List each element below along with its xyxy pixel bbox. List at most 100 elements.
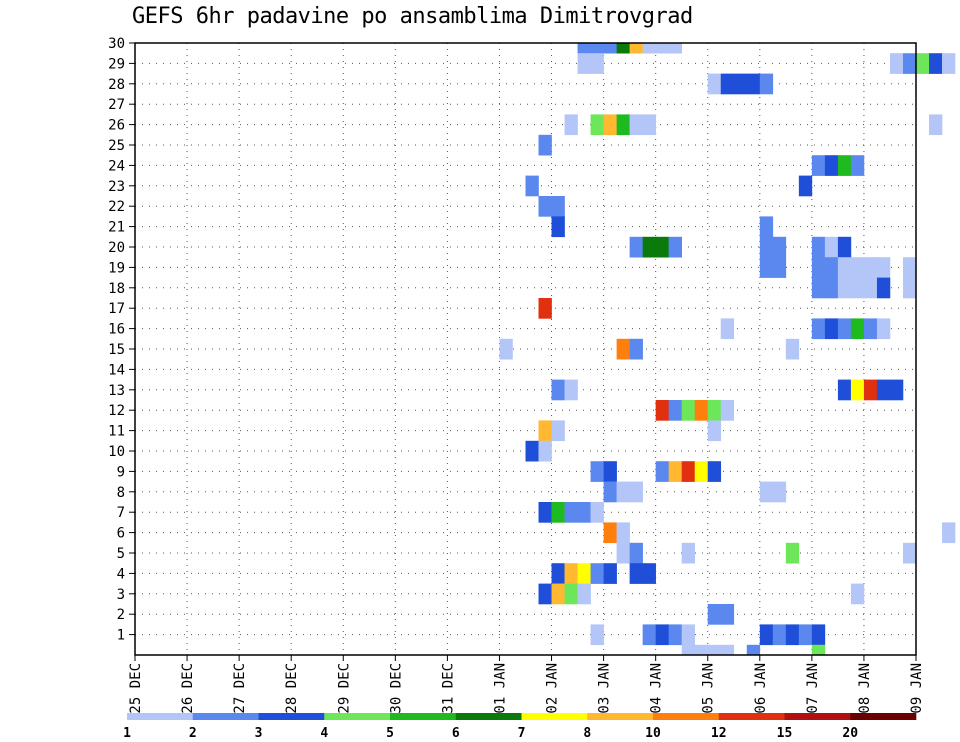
heatmap-cell [551, 420, 565, 442]
legend-swatch [718, 713, 785, 720]
heatmap-cell [850, 583, 865, 605]
heatmap-cell [772, 236, 787, 258]
y-tick-label: 8 [117, 485, 125, 501]
chart-title: GEFS 6hr padavine po ansamblima Dimitrov… [132, 4, 693, 29]
heatmap-cell [603, 461, 617, 482]
heatmap-cell [499, 338, 513, 360]
heatmap-cell [525, 175, 539, 197]
legend-label: 10 [645, 726, 661, 741]
heatmap-cell [577, 43, 591, 54]
heatmap-cell [616, 542, 630, 564]
heatmap-cell [629, 338, 643, 360]
heatmap-cell [629, 114, 643, 136]
heatmap-cell [929, 114, 943, 136]
heatmap-cell [707, 73, 722, 95]
heatmap-cell [577, 53, 591, 74]
heatmap-cell [629, 481, 643, 503]
heatmap-cell [642, 43, 656, 54]
heatmap-cell [811, 257, 826, 278]
heatmap-cell [590, 461, 604, 482]
heatmap-cell [772, 624, 787, 646]
legend-label: 8 [583, 726, 591, 741]
x-tick-label: 06 JAN [753, 663, 769, 714]
heatmap-cell [694, 400, 709, 421]
heatmap-cell [824, 155, 839, 176]
heatmap-cell [551, 583, 565, 605]
heatmap-cell [603, 481, 617, 503]
heatmap-cell [629, 542, 643, 564]
color-legend: 1 2 3 4 5 6 7 8 10 12 15 20 [123, 713, 917, 741]
heatmap-cell [603, 563, 617, 584]
heatmap-cell [863, 318, 878, 340]
x-tick-label: 25 DEC [128, 663, 144, 714]
heatmap-cell [850, 257, 865, 278]
y-tick-label: 30 [108, 36, 125, 52]
heatmap-cell [876, 318, 891, 340]
heatmap-cell [655, 236, 669, 258]
heatmap-cell [759, 624, 774, 646]
heatmap-cell [746, 644, 761, 656]
heatmap-cell [629, 43, 643, 54]
heatmap-cell [876, 277, 891, 299]
heatmap-cell [525, 440, 539, 462]
heatmap-cell [642, 236, 656, 258]
x-tick-label: 04 JAN [649, 663, 665, 714]
x-tick-label: 05 JAN [701, 663, 717, 714]
x-tick-label: 08 JAN [857, 663, 873, 714]
heatmap-cell [759, 73, 774, 95]
legend-label: 7 [518, 726, 526, 741]
heatmap-cell [655, 461, 669, 482]
heatmap-cell [616, 114, 630, 136]
heatmap-cell [759, 216, 774, 238]
heatmap-cell [655, 43, 669, 54]
legend-swatch [653, 713, 720, 720]
heatmap-cell [616, 338, 630, 360]
heatmap-cell [759, 236, 774, 258]
heatmap-cell [616, 481, 630, 503]
heatmap-cell [655, 624, 669, 646]
heatmap-cell [929, 53, 943, 74]
x-tick-label: 31 DEC [440, 663, 456, 714]
legend-label: 12 [711, 726, 727, 741]
heatmap-cell [863, 379, 878, 401]
heatmap-cell [824, 277, 839, 299]
heatmap-cell [759, 481, 774, 503]
y-tick-label: 12 [108, 403, 125, 419]
heatmap-cell [564, 563, 578, 584]
heatmap-cell [538, 298, 552, 319]
heatmap-cell [577, 502, 591, 523]
legend-swatch [587, 713, 654, 720]
y-tick-label: 14 [108, 362, 125, 378]
heatmap-cell [590, 114, 604, 136]
y-tick-label: 23 [108, 179, 125, 195]
heatmap-cell [538, 134, 552, 156]
heatmap-cell [538, 440, 552, 462]
heatmap-cell [538, 583, 552, 605]
heatmap-cell [642, 563, 656, 584]
heatmap-cell [577, 563, 591, 584]
y-tick-label: 22 [108, 199, 125, 215]
heatmap-cell [564, 114, 578, 136]
y-axis: 1234567891011121314151617181920212223242… [108, 36, 135, 644]
y-tick-label: 24 [108, 158, 125, 174]
heatmap-cell [551, 216, 565, 238]
heatmap-cell [811, 155, 826, 176]
heatmap-cell [629, 563, 643, 584]
heatmap-cell [538, 196, 552, 217]
heatmap-cell [538, 502, 552, 523]
y-tick-label: 4 [117, 566, 125, 582]
heatmap-cell [811, 624, 826, 646]
legend-label: 1 [123, 726, 131, 741]
heatmap-cell [668, 400, 682, 421]
heatmap-cell [785, 542, 800, 564]
heatmap-cell [798, 624, 813, 646]
cells-layer [499, 43, 956, 656]
heatmap-cell [720, 644, 735, 656]
heatmap-cell [642, 624, 656, 646]
heatmap-cell [603, 114, 617, 136]
heatmap-cell [824, 257, 839, 278]
heatmap-cell [850, 155, 865, 176]
x-tick-label: 03 JAN [597, 663, 613, 714]
heatmap-cell [668, 43, 682, 54]
heatmap-cell [551, 196, 565, 217]
